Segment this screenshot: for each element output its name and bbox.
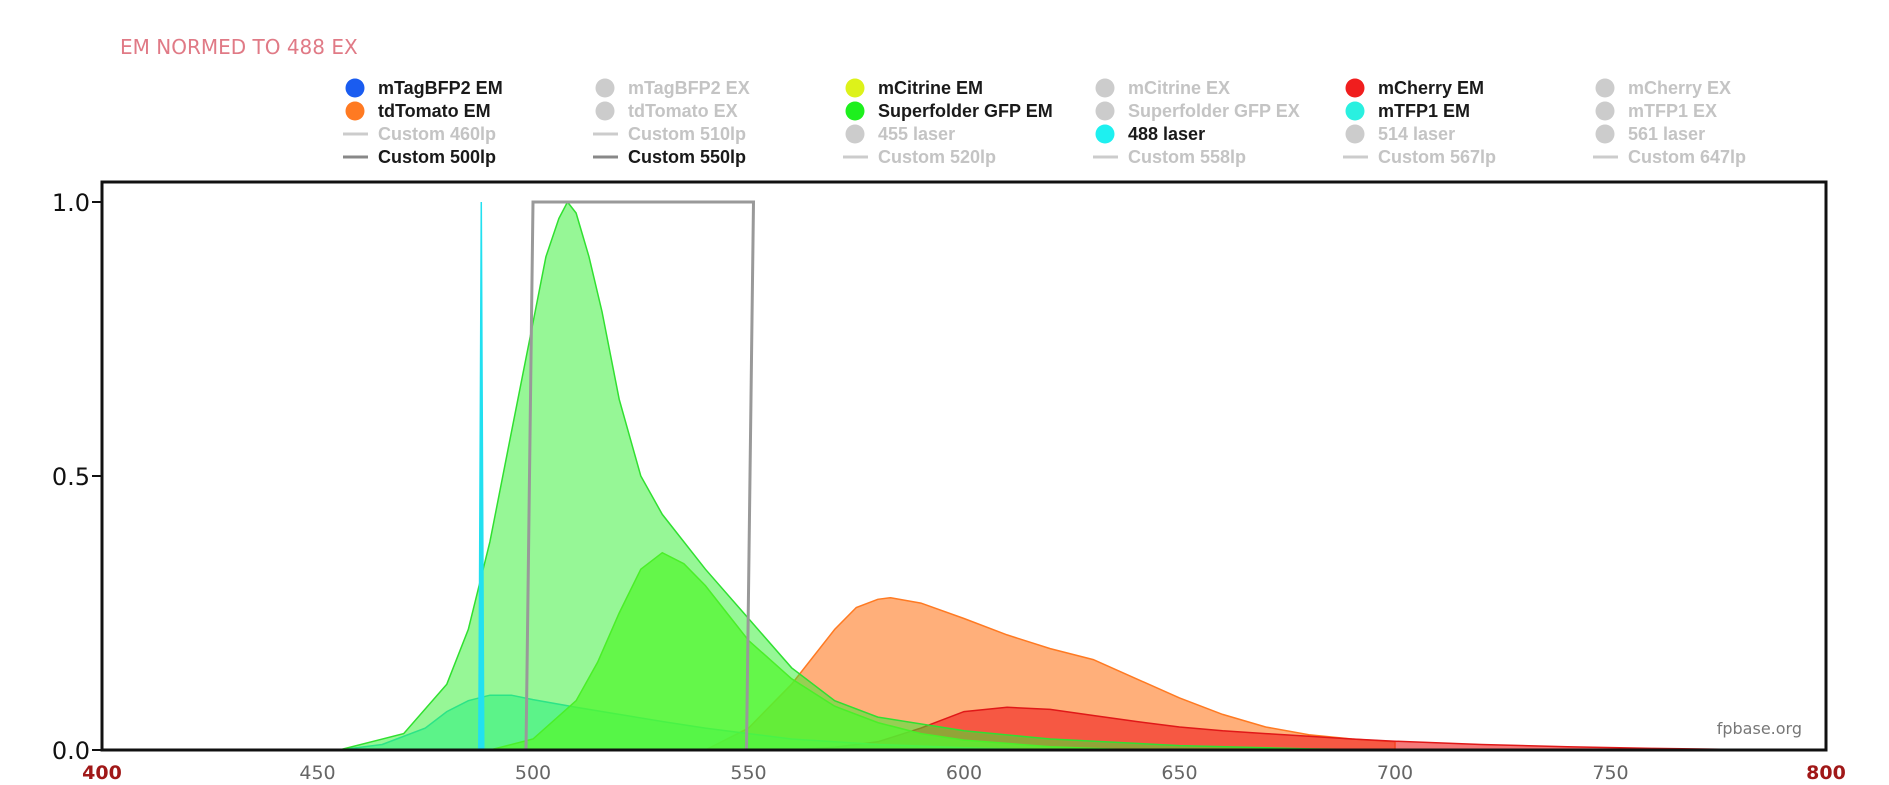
- laser-line-488: [478, 201, 485, 751]
- legend-item-superfolder-gfp-em[interactable]: Superfolder GFP EM: [845, 101, 1053, 121]
- x-tick-label: 500: [515, 762, 551, 784]
- legend-swatch: [345, 78, 365, 98]
- legend-label: Custom 510lp: [628, 124, 746, 144]
- chart-title: EM NORMED TO 488 EX: [120, 35, 358, 59]
- legend-swatch: [1595, 101, 1615, 121]
- legend-swatch: [845, 78, 865, 98]
- legend-item-mcherry-em[interactable]: mCherry EM: [1345, 78, 1485, 98]
- plot-area: [338, 200, 1827, 751]
- legend-label: Superfolder GFP EM: [878, 101, 1053, 121]
- legend-swatch: [345, 101, 365, 121]
- x-tick-label: 400: [82, 762, 122, 784]
- filter-layer: [524, 200, 756, 751]
- legend-label: Superfolder GFP EX: [1128, 101, 1300, 121]
- legend-swatch: [845, 101, 865, 121]
- legend-item-custom-567lp[interactable]: Custom 567lp: [1343, 147, 1496, 167]
- legend-label: mTFP1 EX: [1628, 101, 1717, 121]
- legend-swatch: [845, 124, 865, 144]
- legend-item-mcherry-ex[interactable]: mCherry EX: [1595, 78, 1732, 98]
- legend-swatch: [1595, 78, 1615, 98]
- legend-label: mTagBFP2 EX: [628, 78, 750, 98]
- legend-swatch: [1595, 124, 1615, 144]
- x-tick-label: 650: [1161, 762, 1197, 784]
- legend-label: mTagBFP2 EM: [378, 78, 503, 98]
- legend-item-mcitrine-ex[interactable]: mCitrine EX: [1095, 78, 1231, 98]
- laser-layer: [478, 201, 485, 751]
- legend: mTagBFP2 EM mTagBFP2 EX mCitrine EM mCitrin…: [343, 78, 1746, 167]
- legend-item-custom-558lp[interactable]: Custom 558lp: [1093, 147, 1246, 167]
- legend-label: mTFP1 EM: [1378, 101, 1470, 121]
- plot-frame: [100, 180, 1828, 752]
- y-tick-label: 1.0: [52, 189, 90, 217]
- legend-item-tdtomato-ex[interactable]: tdTomato EX: [595, 101, 738, 121]
- credit-text: fpbase.org: [1717, 719, 1802, 738]
- legend-label: 561 laser: [1628, 124, 1705, 144]
- legend-label: mCherry EM: [1378, 78, 1484, 98]
- legend-label: tdTomato EX: [628, 101, 738, 121]
- legend-swatch: [595, 78, 615, 98]
- series-layer: [338, 200, 1827, 751]
- legend-item-superfolder-gfp-ex[interactable]: Superfolder GFP EX: [1095, 101, 1300, 121]
- legend-label: Custom 567lp: [1378, 147, 1496, 167]
- legend-item-custom-500lp[interactable]: Custom 500lp: [343, 147, 496, 167]
- legend-swatch: [1095, 78, 1115, 98]
- legend-label: Custom 558lp: [1128, 147, 1246, 167]
- legend-item-custom-510lp[interactable]: Custom 510lp: [593, 124, 746, 144]
- y-axis: 0.0 0.5 1.0: [52, 189, 102, 765]
- legend-label: 514 laser: [1378, 124, 1455, 144]
- legend-swatch: [1345, 124, 1365, 144]
- x-tick-label: 700: [1377, 762, 1413, 784]
- legend-label: Custom 520lp: [878, 147, 996, 167]
- x-tick-label: 750: [1592, 762, 1628, 784]
- legend-swatch: [1095, 124, 1115, 144]
- legend-item-455-laser[interactable]: 455 laser: [845, 124, 956, 144]
- x-tick-label: 600: [946, 762, 982, 784]
- legend-swatch: [1345, 78, 1365, 98]
- legend-swatch: [1345, 101, 1365, 121]
- legend-item-561-laser[interactable]: 561 laser: [1595, 124, 1706, 144]
- legend-swatch: [595, 101, 615, 121]
- legend-item-514-laser[interactable]: 514 laser: [1345, 124, 1456, 144]
- x-tick-label: 450: [299, 762, 335, 784]
- legend-item-488-laser[interactable]: 488 laser: [1095, 124, 1206, 144]
- legend-item-mtagbfp2-ex[interactable]: mTagBFP2 EX: [595, 78, 750, 98]
- legend-label: 488 laser: [1128, 124, 1205, 144]
- legend-item-custom-550lp[interactable]: Custom 550lp: [593, 147, 746, 167]
- filter-passband-outline: [524, 200, 756, 751]
- legend-item-mtfp1-ex[interactable]: mTFP1 EX: [1595, 101, 1718, 121]
- legend-item-mtagbfp2-em[interactable]: mTagBFP2 EM: [345, 78, 503, 98]
- legend-label: Custom 460lp: [378, 124, 496, 144]
- legend-item-custom-460lp[interactable]: Custom 460lp: [343, 124, 496, 144]
- legend-swatch: [1095, 101, 1115, 121]
- x-tick-label: 550: [730, 762, 766, 784]
- legend-label: Custom 647lp: [1628, 147, 1746, 167]
- legend-label: tdTomato EM: [378, 101, 491, 121]
- legend-label: mCherry EX: [1628, 78, 1731, 98]
- x-tick-label: 800: [1806, 762, 1846, 784]
- legend-label: mCitrine EM: [878, 78, 983, 98]
- legend-item-mcitrine-em[interactable]: mCitrine EM: [845, 78, 984, 98]
- legend-item-custom-647lp[interactable]: Custom 647lp: [1593, 147, 1746, 167]
- legend-label: mCitrine EX: [1128, 78, 1230, 98]
- y-tick-label: 0.0: [52, 737, 90, 765]
- legend-item-tdtomato-em[interactable]: tdTomato EM: [345, 101, 491, 121]
- legend-item-mtfp1-em[interactable]: mTFP1 EM: [1345, 101, 1471, 121]
- x-axis: 400 450 500 550 600 650 700 750 800: [82, 762, 1846, 784]
- legend-label: Custom 550lp: [628, 147, 746, 167]
- legend-item-custom-520lp[interactable]: Custom 520lp: [843, 147, 996, 167]
- legend-label: 455 laser: [878, 124, 955, 144]
- legend-label: Custom 500lp: [378, 147, 496, 167]
- y-tick-label: 0.5: [52, 463, 90, 491]
